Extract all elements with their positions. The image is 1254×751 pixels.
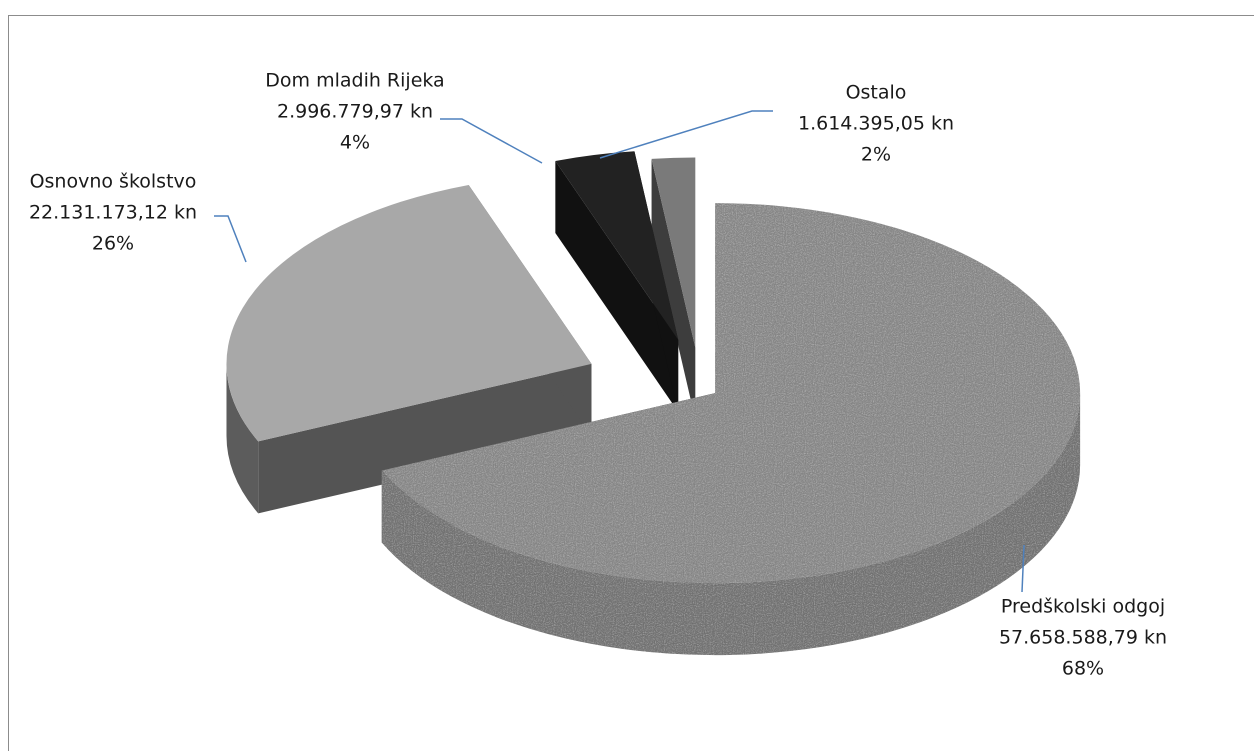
slice-top bbox=[651, 157, 696, 348]
percent-label: 2% bbox=[861, 144, 891, 166]
leader-line bbox=[1021, 544, 1025, 593]
value-label: 2.996.779,97 kn bbox=[277, 101, 433, 123]
slice-rim bbox=[226, 363, 259, 514]
leader-line bbox=[214, 215, 247, 263]
slice-top bbox=[381, 203, 1081, 584]
slice-side bbox=[555, 160, 679, 412]
leader-line bbox=[440, 118, 543, 164]
slice bbox=[226, 184, 592, 514]
value-label: 22.131.173,12 kn bbox=[29, 202, 197, 224]
percent-label: 26% bbox=[92, 233, 134, 255]
value-label: 1.614.395,05 kn bbox=[798, 113, 954, 135]
category-label: Ostalo bbox=[846, 82, 907, 104]
slice-side bbox=[651, 158, 696, 420]
category-label: Osnovno školstvo bbox=[30, 171, 197, 193]
pie bbox=[226, 151, 1081, 656]
category-label: Dom mladih Rijeka bbox=[265, 70, 444, 92]
slice-top bbox=[226, 184, 592, 442]
percent-label: 4% bbox=[340, 132, 370, 154]
percent-label: 68% bbox=[1062, 658, 1104, 680]
slice bbox=[651, 157, 696, 420]
slice-rim bbox=[381, 393, 1081, 656]
slice bbox=[381, 203, 1081, 656]
value-label: 57.658.588,79 kn bbox=[999, 627, 1167, 649]
slice-top bbox=[555, 151, 679, 340]
category-label: Predškolski odgoj bbox=[1001, 596, 1165, 618]
leader-lines bbox=[214, 110, 1025, 593]
data-labels: Predškolski odgoj 57.658.588,79 kn 68% O… bbox=[29, 70, 1167, 680]
slice-side bbox=[258, 363, 592, 514]
leader-line bbox=[599, 110, 773, 159]
slice bbox=[555, 151, 679, 412]
